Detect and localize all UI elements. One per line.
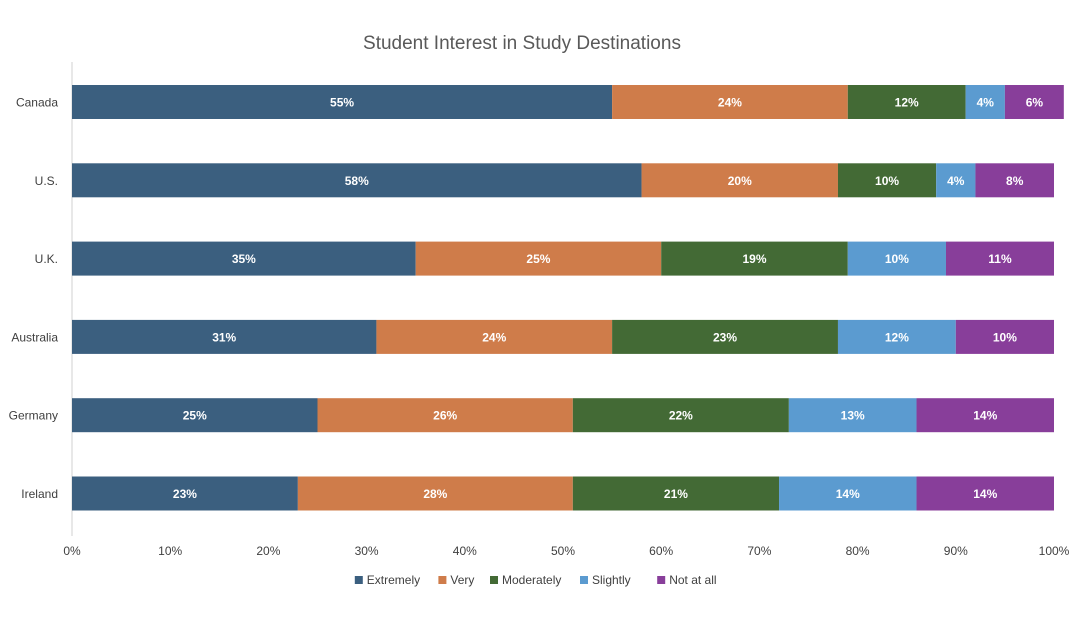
x-tick-label: 10%: [158, 544, 182, 558]
legend-item: Very: [438, 573, 474, 587]
data-label: 31%: [212, 330, 236, 344]
bar-segment: [1004, 85, 1064, 119]
bar-segment: [72, 163, 642, 198]
bar-segment: [847, 241, 946, 276]
x-tick-label: 80%: [846, 544, 870, 558]
bar-segment: [72, 476, 298, 511]
bar-segment: [641, 163, 838, 198]
data-label: 19%: [742, 252, 766, 266]
category-label: Australia: [11, 330, 58, 344]
legend-swatch: [354, 576, 363, 584]
bar-segment: [916, 398, 1054, 433]
data-label: 4%: [947, 174, 965, 188]
data-label: 14%: [836, 487, 860, 501]
data-label: 10%: [875, 174, 899, 188]
bar-segment: [297, 476, 573, 511]
legend: Extremely Very Moderately Slightly Not at al…: [354, 573, 717, 587]
data-label: 6%: [1026, 96, 1044, 110]
legend-item: Extremely: [354, 573, 420, 587]
legend-label: Not at all: [669, 573, 716, 587]
bar-segment: [847, 85, 966, 119]
x-tick-label: 50%: [551, 544, 575, 558]
x-tick-label: 30%: [355, 544, 379, 558]
legend-label: Moderately: [502, 573, 561, 587]
data-label: 25%: [183, 409, 207, 423]
bar-segment: [612, 319, 838, 354]
bar-segment: [72, 85, 613, 119]
bar-segment: [72, 319, 377, 354]
data-label: 58%: [345, 174, 369, 188]
bar-segment: [916, 476, 1054, 511]
category-label: Germany: [9, 409, 58, 423]
data-label: 10%: [885, 252, 909, 266]
bar-segment: [779, 476, 917, 511]
bar-segment: [837, 163, 937, 198]
bar-segment: [72, 398, 318, 433]
data-label: 14%: [973, 487, 997, 501]
data-label: 26%: [433, 409, 457, 423]
bar-segment: [572, 476, 780, 511]
category-label: U.K.: [35, 252, 58, 266]
x-tick-label: 0%: [63, 544, 81, 558]
bar-segment: [415, 241, 662, 276]
data-label: 14%: [973, 409, 997, 423]
legend-swatch: [438, 576, 447, 584]
data-label: 28%: [423, 487, 447, 501]
data-label: 4%: [977, 96, 995, 110]
x-tick-label: 70%: [747, 544, 771, 558]
data-label: 24%: [482, 330, 506, 344]
category-label: Ireland: [21, 487, 58, 501]
bar-segment: [975, 163, 1054, 198]
category-label: Canada: [16, 96, 58, 110]
legend-label: Extremely: [367, 573, 420, 587]
category-label: U.S.: [35, 174, 58, 188]
data-label: 12%: [885, 330, 909, 344]
bar-segment: [837, 319, 956, 354]
bar-segment: [788, 398, 917, 433]
legend-swatch: [657, 576, 666, 584]
data-label: 20%: [728, 174, 752, 188]
plot-area: Canada U.S. U.K. Australia Germany Ireland 55%…: [9, 62, 1070, 558]
x-tick-label: 40%: [453, 544, 477, 558]
x-tick-label: 60%: [649, 544, 673, 558]
data-label: 10%: [993, 330, 1017, 344]
bar-segment: [376, 319, 613, 354]
data-label: 25%: [526, 252, 550, 266]
data-label: 22%: [669, 409, 693, 423]
data-label: 8%: [1006, 174, 1024, 188]
bar-segment: [317, 398, 573, 433]
legend-swatch: [580, 576, 588, 584]
data-label: 35%: [232, 252, 256, 266]
data-label: 13%: [841, 409, 865, 423]
data-label: 12%: [895, 96, 919, 110]
x-tick-label: 90%: [944, 544, 968, 558]
bar-segment: [72, 241, 416, 276]
data-label: 11%: [988, 252, 1012, 266]
data-label: 21%: [664, 487, 688, 501]
x-tick-label: 100%: [1039, 544, 1070, 558]
bar-segment: [955, 319, 1054, 354]
data-label: 24%: [718, 96, 742, 110]
data-label: 55%: [330, 96, 354, 110]
legend-item: Not at all: [657, 573, 717, 587]
legend-item: Slightly: [580, 573, 631, 587]
legend-label: Very: [450, 573, 474, 587]
data-label: 23%: [713, 330, 737, 344]
legend-item: Moderately: [490, 573, 561, 587]
bar-segment: [661, 241, 848, 276]
bar-segment: [572, 398, 789, 433]
bar-segment: [936, 163, 976, 198]
bar-segment: [612, 85, 848, 119]
legend-label: Slightly: [592, 573, 631, 587]
x-tick-label: 20%: [256, 544, 280, 558]
data-label: 23%: [173, 487, 197, 501]
chart-title: Student Interest in Study Destinations: [363, 33, 681, 54]
bar-segment: [965, 85, 1005, 119]
legend-swatch: [490, 576, 498, 584]
bar-segment: [945, 241, 1054, 276]
